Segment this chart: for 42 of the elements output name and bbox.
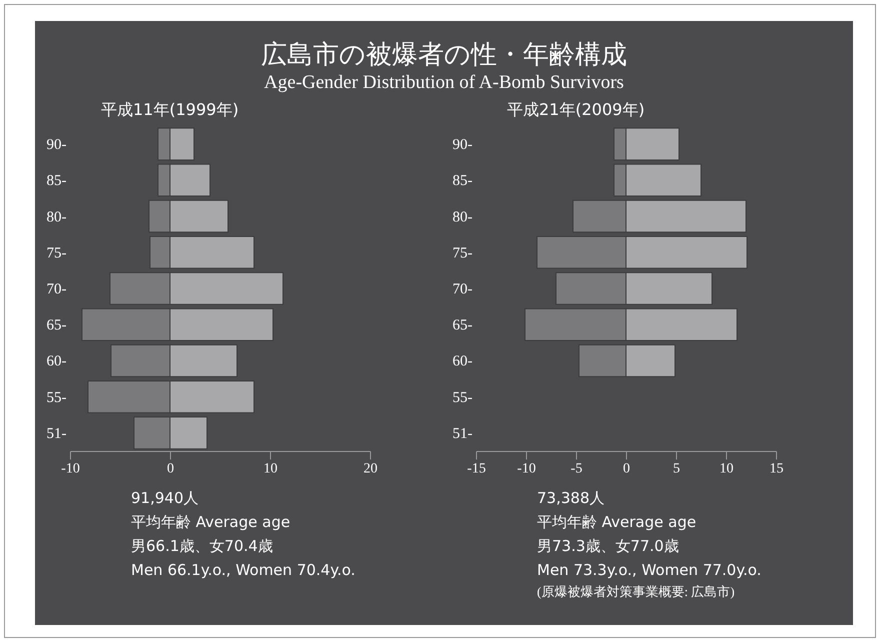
text: 広島市の被爆者の性・年齢構成 xyxy=(260,39,628,72)
y-tick-label: 51- xyxy=(46,426,66,442)
y-tick-label: 80- xyxy=(46,209,66,226)
y-tick-label: 90- xyxy=(452,137,472,154)
y-tick-label: 80- xyxy=(452,209,472,226)
x-tick-label: 5 xyxy=(673,462,680,476)
y-tick-label: 75- xyxy=(46,245,66,262)
text: 男73.3歳、女77.0歳 xyxy=(537,536,680,557)
x-tick-label: -5 xyxy=(570,462,582,476)
text: 平均年齢 Average age xyxy=(537,512,698,533)
y-tick-label: 85- xyxy=(452,173,472,190)
y-tick-label: 65- xyxy=(46,318,66,334)
text: Men 73.3y.o., Women 77.0y.o. xyxy=(537,560,762,581)
x-tick-label: -10 xyxy=(517,462,536,476)
text: 平成11年(1999年) xyxy=(101,100,240,121)
text: 91,940人 xyxy=(131,488,200,509)
y-tick-label: 55- xyxy=(452,390,472,406)
y-tick-label: 65- xyxy=(452,318,472,334)
y-tick-label: 55- xyxy=(46,390,66,406)
text: Age-Gender Distribution of A-Bomb Survivors xyxy=(263,72,625,94)
x-tick-label: 0 xyxy=(167,462,174,476)
text: Men 66.1y.o., Women 70.4y.o. xyxy=(131,560,356,581)
y-tick-label: 60- xyxy=(452,354,472,370)
x-tick-label: -10 xyxy=(61,462,80,476)
text: (原爆被爆者対策事業概要: 広島市) xyxy=(537,583,736,601)
text: 73,388人 xyxy=(537,488,606,509)
x-tick-label: 10 xyxy=(264,462,278,476)
y-tick-label: 51- xyxy=(452,426,472,442)
y-tick-label: 70- xyxy=(452,282,472,298)
x-tick-label: 20 xyxy=(364,462,378,476)
y-tick-label: 85- xyxy=(46,173,66,190)
text: 男66.1歳、女70.4歳 xyxy=(131,536,274,557)
text: 平成21年(2009年) xyxy=(507,100,646,121)
x-tick-label: 10 xyxy=(720,462,734,476)
x-tick-label: 0 xyxy=(623,462,630,476)
text: 平均年齢 Average age xyxy=(131,512,292,533)
y-tick-label: 60- xyxy=(46,354,66,370)
y-tick-label: 70- xyxy=(46,282,66,298)
y-tick-label: 75- xyxy=(452,245,472,262)
x-tick-label: -15 xyxy=(467,462,486,476)
y-tick-label: 90- xyxy=(46,137,66,154)
x-tick-label: 15 xyxy=(770,462,784,476)
